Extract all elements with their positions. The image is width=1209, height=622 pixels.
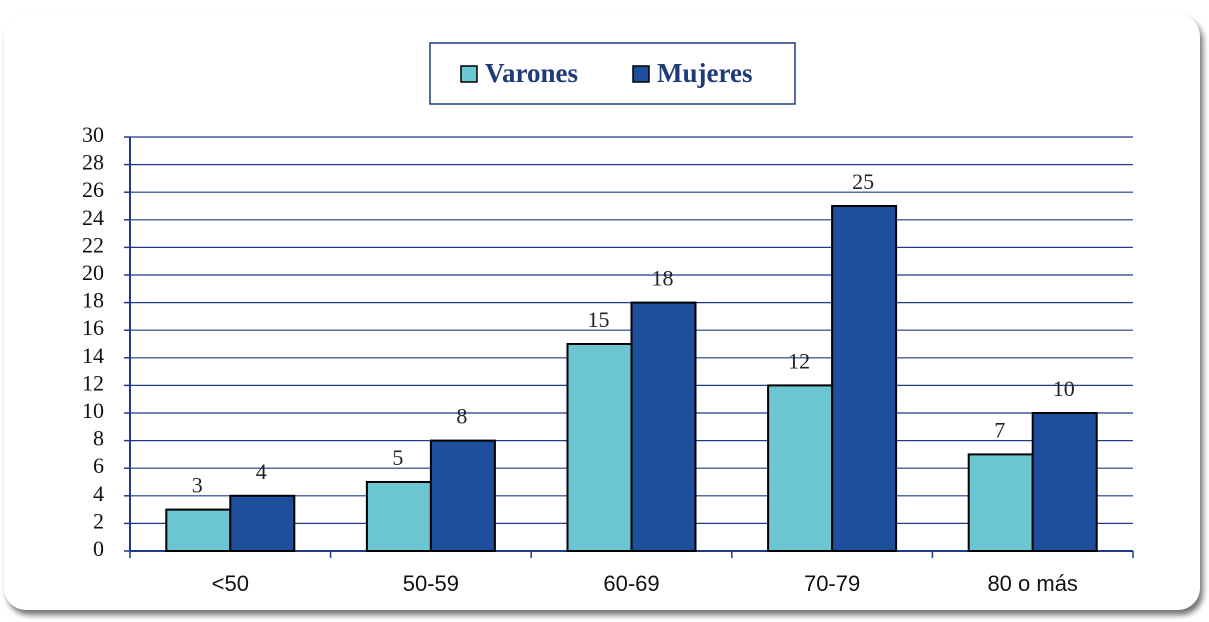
y-tick-label: 18 [82,288,104,313]
data-label: 12 [788,348,810,373]
legend-label: Varones [485,58,578,88]
bar [165,508,232,553]
data-label: 15 [588,307,610,332]
legend-swatch [460,65,478,83]
data-label: 4 [256,459,267,484]
y-tick-label: 14 [82,343,104,368]
data-label: 25 [852,169,874,194]
bar [967,453,1034,552]
data-label: 8 [456,404,467,429]
data-label: 3 [192,473,203,498]
y-tick-label: 26 [82,177,104,202]
bar [831,205,898,552]
y-tick-label: 12 [82,370,104,395]
bar [767,384,834,552]
bar [365,481,432,552]
data-label: 5 [392,445,403,470]
legend-label: Mujeres [657,58,752,88]
data-label: 18 [652,266,674,291]
data-label: 7 [994,417,1005,442]
x-tick-label: 60-69 [603,571,659,596]
x-tick-label: 80 o más [987,571,1078,596]
x-tick-label: 50-59 [403,571,459,596]
y-tick-label: 16 [82,315,104,340]
y-tick-label: 22 [82,232,104,257]
y-tick-label: 6 [93,453,104,478]
y-tick-label: 4 [93,481,104,506]
y-tick-label: 24 [82,205,104,230]
legend-swatch [632,65,650,83]
y-tick-label: 8 [93,426,104,451]
bar [429,439,496,553]
y-tick-label: 0 [93,536,104,561]
data-label: 10 [1053,376,1075,401]
bar [566,343,633,552]
y-tick-label: 30 [82,122,104,147]
y-tick-label: 2 [93,508,104,533]
bar [1031,412,1098,552]
bar [630,301,697,552]
y-tick-label: 20 [82,260,104,285]
y-tick-label: 28 [82,150,104,175]
x-tick-label: <50 [212,571,249,596]
bar [229,494,296,552]
legend-box [429,42,796,105]
x-tick-label: 70-79 [804,571,860,596]
y-tick-label: 10 [82,398,104,423]
